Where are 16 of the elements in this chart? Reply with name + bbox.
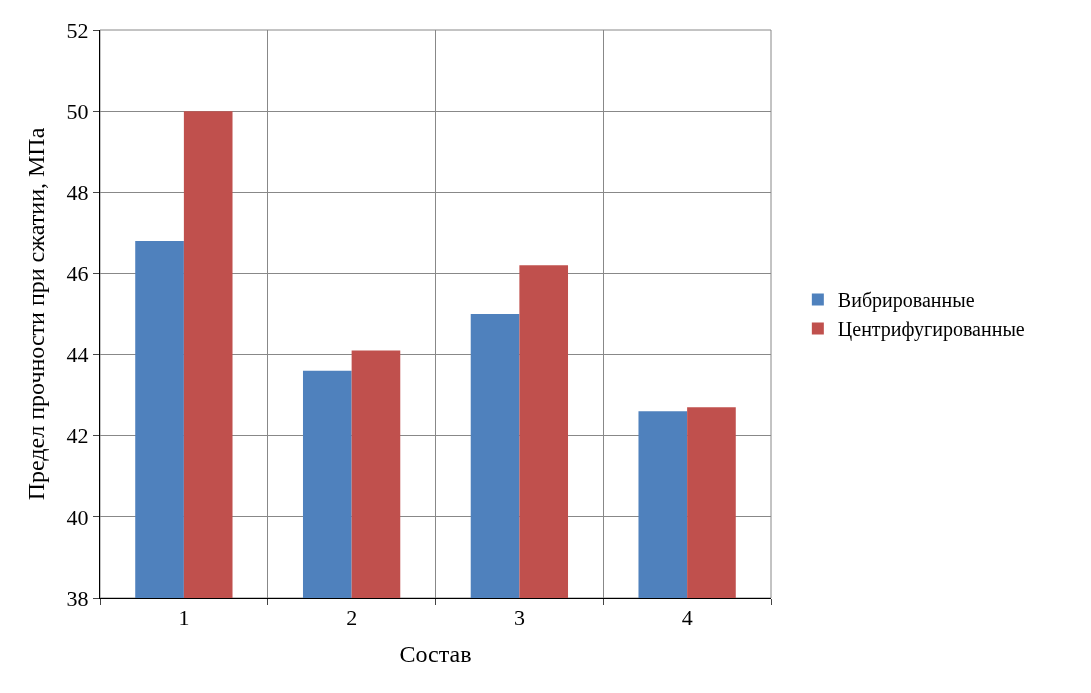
y-tick-label: 42 bbox=[66, 423, 89, 449]
x-tick-label: 4 bbox=[681, 605, 693, 631]
y-tick-label: 48 bbox=[66, 179, 89, 205]
x-tick-label: 3 bbox=[513, 605, 525, 631]
y-tick-label: 50 bbox=[66, 98, 89, 124]
y-tick-label: 52 bbox=[66, 17, 89, 43]
y-tick-label: 40 bbox=[66, 504, 89, 530]
x-tick-label: 2 bbox=[346, 605, 358, 631]
x-tick-label: 1 bbox=[178, 605, 190, 631]
y-tick-label: 44 bbox=[66, 342, 89, 368]
y-tick-label: 46 bbox=[66, 261, 89, 287]
y-axis-title: Предел прочности при сжатии, МПа bbox=[22, 127, 49, 501]
legend-label: Центрифугированные bbox=[837, 318, 1025, 342]
legend-label: Вибрированные bbox=[837, 289, 975, 313]
x-axis-title: Состав bbox=[399, 640, 472, 667]
y-tick-label: 38 bbox=[66, 585, 89, 611]
